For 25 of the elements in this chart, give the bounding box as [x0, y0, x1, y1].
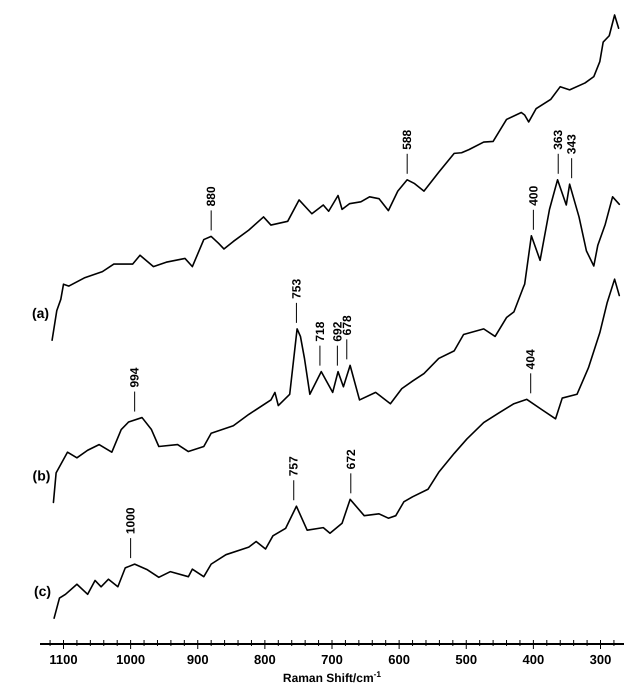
annotation: 757: [286, 456, 301, 476]
x-axis-title: Raman Shift/cm$^{-1}$: [282, 669, 382, 685]
series-label: (a): [32, 305, 50, 322]
annotation: 753: [289, 278, 304, 299]
annotation: 672: [344, 448, 358, 470]
annotation: 400: [526, 185, 540, 206]
series-label: (c): [34, 583, 52, 600]
annotation: 880: [204, 186, 218, 206]
annotation: 404: [524, 348, 538, 370]
series-label: (b): [32, 467, 50, 484]
x-tick-label: 600: [388, 652, 410, 667]
x-tick-label: 700: [321, 652, 343, 667]
x-tick-label: 500: [455, 652, 478, 667]
annotation: 588: [400, 129, 414, 150]
annotation: 994: [128, 367, 142, 388]
x-tick-label: 900: [186, 652, 209, 667]
annotation: 363: [551, 129, 566, 150]
annotation: 343: [564, 134, 579, 154]
x-tick-label: 400: [522, 652, 544, 667]
x-tick-label: 1100: [49, 652, 78, 667]
x-tick-label: 1000: [116, 652, 146, 667]
x-tick-label: 800: [254, 652, 276, 667]
annotation: 1000: [124, 507, 138, 534]
annotation: 718: [312, 321, 327, 342]
x-tick-label: 300: [590, 652, 612, 667]
